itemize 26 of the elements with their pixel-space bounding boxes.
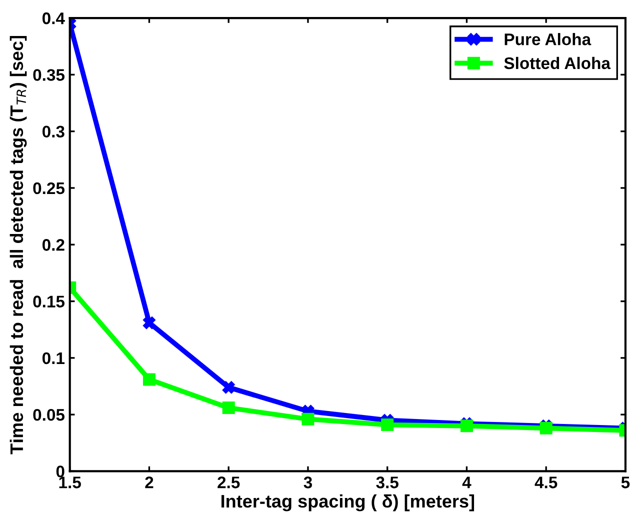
x-axis-title: Inter-tag spacing ( δ) [meters] <box>222 494 474 512</box>
x-tick-label: 3 <box>304 476 312 488</box>
y-tick-label: 0.05 <box>33 408 65 421</box>
y-tick-label: 0.15 <box>33 296 65 308</box>
y-tick-label: 0.2 <box>42 239 64 251</box>
y-tick-label: 0.25 <box>33 182 65 194</box>
x-tick-label: 3.5 <box>376 476 398 488</box>
y-tick-label: 0 <box>56 466 64 478</box>
y-axis-title: Time needed to read all detected tags (T$_{TR}$) [sec] <box>10 36 27 454</box>
x-tick-label: 2 <box>145 476 154 488</box>
point <box>460 420 473 432</box>
legend-label: Pure Aloha <box>504 33 592 46</box>
point <box>381 418 394 432</box>
point <box>302 412 314 426</box>
point <box>222 402 235 414</box>
point <box>222 381 235 394</box>
x-tick-label: 1.5 <box>59 476 81 488</box>
x-tick-label: 4 <box>462 476 472 488</box>
y-tick-label: 0.35 <box>33 69 65 81</box>
x-tick-label: 2.5 <box>218 476 240 488</box>
y-tick-label: 0.1 <box>42 352 65 364</box>
x-tick-label: 5 <box>621 476 630 488</box>
legend-label: Slotted Aloha <box>504 56 611 70</box>
y-tick-label: 0.4 <box>42 12 65 24</box>
y-tick-label: 0.3 <box>42 126 64 138</box>
x-tick-label: 4.5 <box>534 476 558 488</box>
